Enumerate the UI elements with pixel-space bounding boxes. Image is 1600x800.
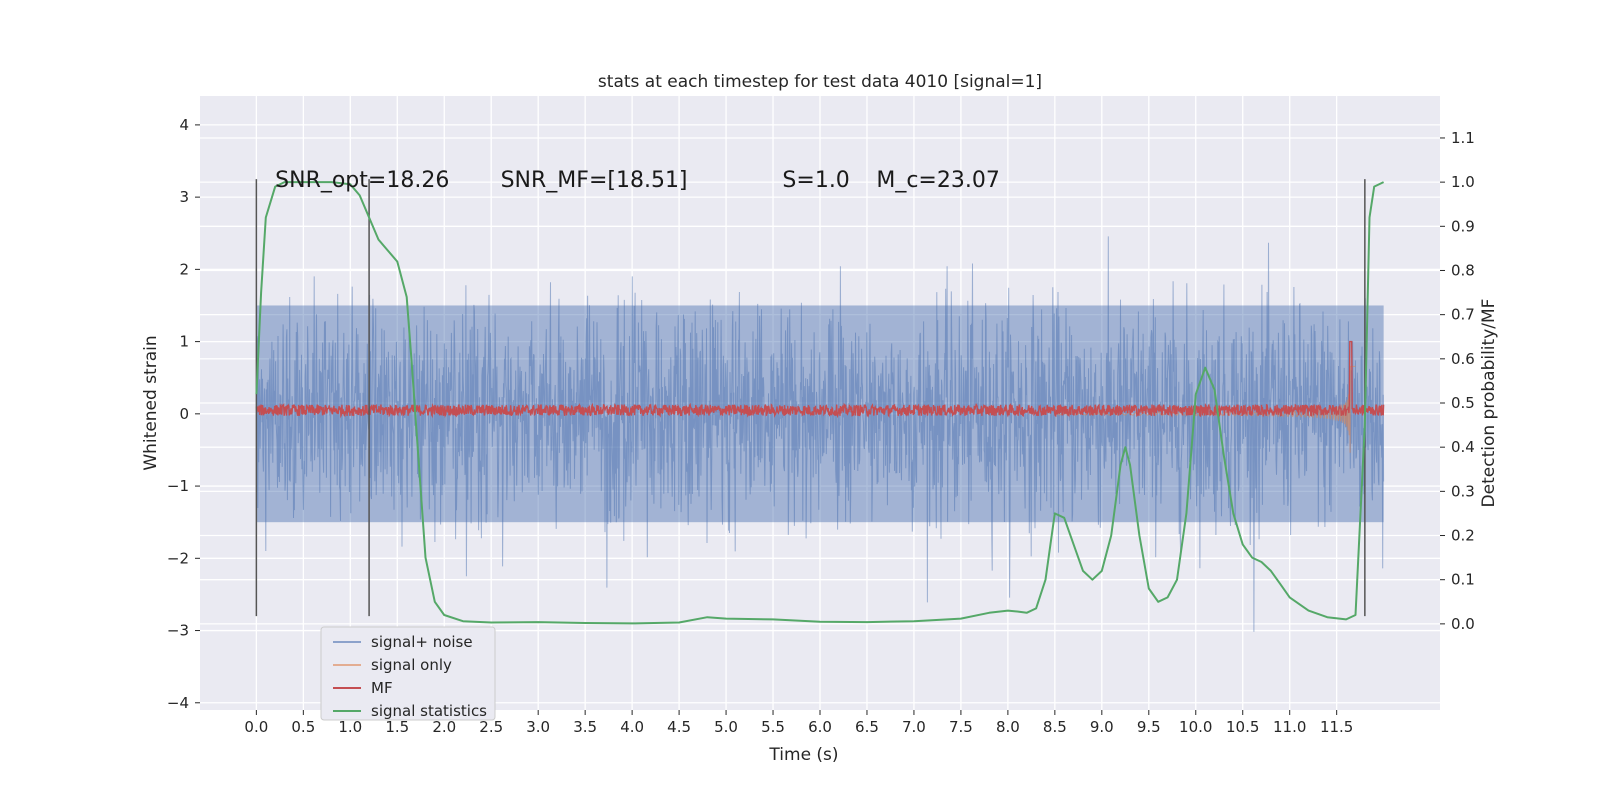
y-right-tick-label: 1.1: [1451, 129, 1475, 147]
series-signal-statistics-line: [255, 181, 1385, 625]
y-tick-label: 1: [179, 333, 189, 351]
x-tick-label: 0.0: [244, 718, 268, 736]
series-signal-noise-line: [255, 236, 1385, 632]
x-tick-label: 0.5: [291, 718, 315, 736]
x-axis-label: Time (s): [768, 745, 838, 765]
y-right-tick-label: 0.4: [1451, 438, 1475, 456]
x-tick-label: 6.0: [808, 718, 832, 736]
legend-label: signal+ noise: [371, 633, 473, 651]
annotations: SNR_opt=18.26 SNR_MF=[18.51] S=1.0 M_c=23.0…: [275, 168, 1000, 193]
x-tick-label: 7.0: [902, 718, 926, 736]
annotation-label: S=1.0: [782, 168, 849, 193]
x-tick-label: 8.5: [1043, 718, 1067, 736]
y-tick-label: 4: [179, 116, 189, 134]
y-right-tick-label: 0.3: [1451, 482, 1475, 500]
x-tick-label: 11.0: [1273, 718, 1306, 736]
x-tick-label: 5.5: [761, 718, 785, 736]
y-right-tick-label: 0.5: [1451, 394, 1475, 412]
x-tick-label: 4.0: [620, 718, 644, 736]
x-tick-label: 2.5: [479, 718, 503, 736]
y-tick-label: −2: [167, 549, 189, 567]
x-tick-label: 3.5: [573, 718, 597, 736]
x-tick-label: 9.5: [1137, 718, 1161, 736]
y-right-tick-label: 0.1: [1451, 571, 1475, 589]
x-tick-label: 3.0: [526, 718, 550, 736]
x-tick-label: 7.5: [949, 718, 973, 736]
series-mf: [255, 340, 1385, 419]
y-tick-label: −1: [167, 477, 189, 495]
y-right-tick-label: 0.8: [1451, 261, 1475, 279]
grid: [200, 96, 1440, 710]
y-axis-right: 1.1 1.0 0.9 0.8 0.7 0.6 0.5 0.4 0.3 0.2 0.1 0.0: [1440, 129, 1475, 633]
y-tick-label: 2: [179, 260, 189, 278]
annotation-label: SNR_opt=18.26: [275, 168, 449, 193]
y-axis-label: Whitened strain: [141, 335, 161, 470]
x-axis: 0.0 0.5 1.0 1.5 2.0 2.5 3.0 3.5 4.0 4.5 5.0 5.5 6.0 6…: [244, 710, 1353, 736]
x-tick-label: 4.5: [667, 718, 691, 736]
x-tick-label: 2.0: [432, 718, 456, 736]
y-axis-left: 4 3 2 1 0 −1 −2 −3 −4: [167, 116, 200, 712]
x-tick-label: 1.5: [385, 718, 409, 736]
annotation-label: SNR_MF=[18.51]: [501, 168, 688, 193]
x-tick-label: 11.5: [1320, 718, 1353, 736]
y-axis-right-label: Detection probability/MF: [1479, 299, 1499, 508]
x-tick-label: 5.0: [714, 718, 738, 736]
series-mf-line: [255, 340, 1385, 419]
legend-label: signal only: [371, 656, 452, 674]
y-right-tick-label: 0.6: [1451, 350, 1475, 368]
x-tick-label: 1.0: [338, 718, 362, 736]
y-right-tick-label: 1.0: [1451, 173, 1475, 191]
x-tick-label: 9.0: [1090, 718, 1114, 736]
y-right-tick-label: 0.9: [1451, 217, 1475, 235]
legend-label: signal statistics: [371, 702, 487, 720]
y-right-tick-label: 0.7: [1451, 306, 1475, 324]
x-tick-label: 10.5: [1226, 718, 1259, 736]
y-tick-label: 3: [179, 188, 189, 206]
legend-label: MF: [371, 679, 393, 697]
y-tick-label: −3: [167, 622, 189, 640]
y-tick-label: −4: [167, 694, 189, 712]
y-right-tick-label: 0.2: [1451, 527, 1475, 545]
annotation-label: M_c=23.07: [876, 168, 1000, 193]
x-tick-label: 6.5: [855, 718, 879, 736]
x-tick-label: 8.0: [996, 718, 1020, 736]
legend-box: [320, 626, 496, 721]
x-tick-label: 10.0: [1179, 718, 1212, 736]
y-tick-label: 0: [179, 405, 189, 423]
chart-title: stats at each timestep for test data 401…: [598, 72, 1042, 92]
legend: signal+ noise signal only MF signal statist…: [320, 626, 496, 721]
y-right-tick-label: 0.0: [1451, 615, 1475, 633]
series-signal-statistics: [255, 181, 1385, 625]
